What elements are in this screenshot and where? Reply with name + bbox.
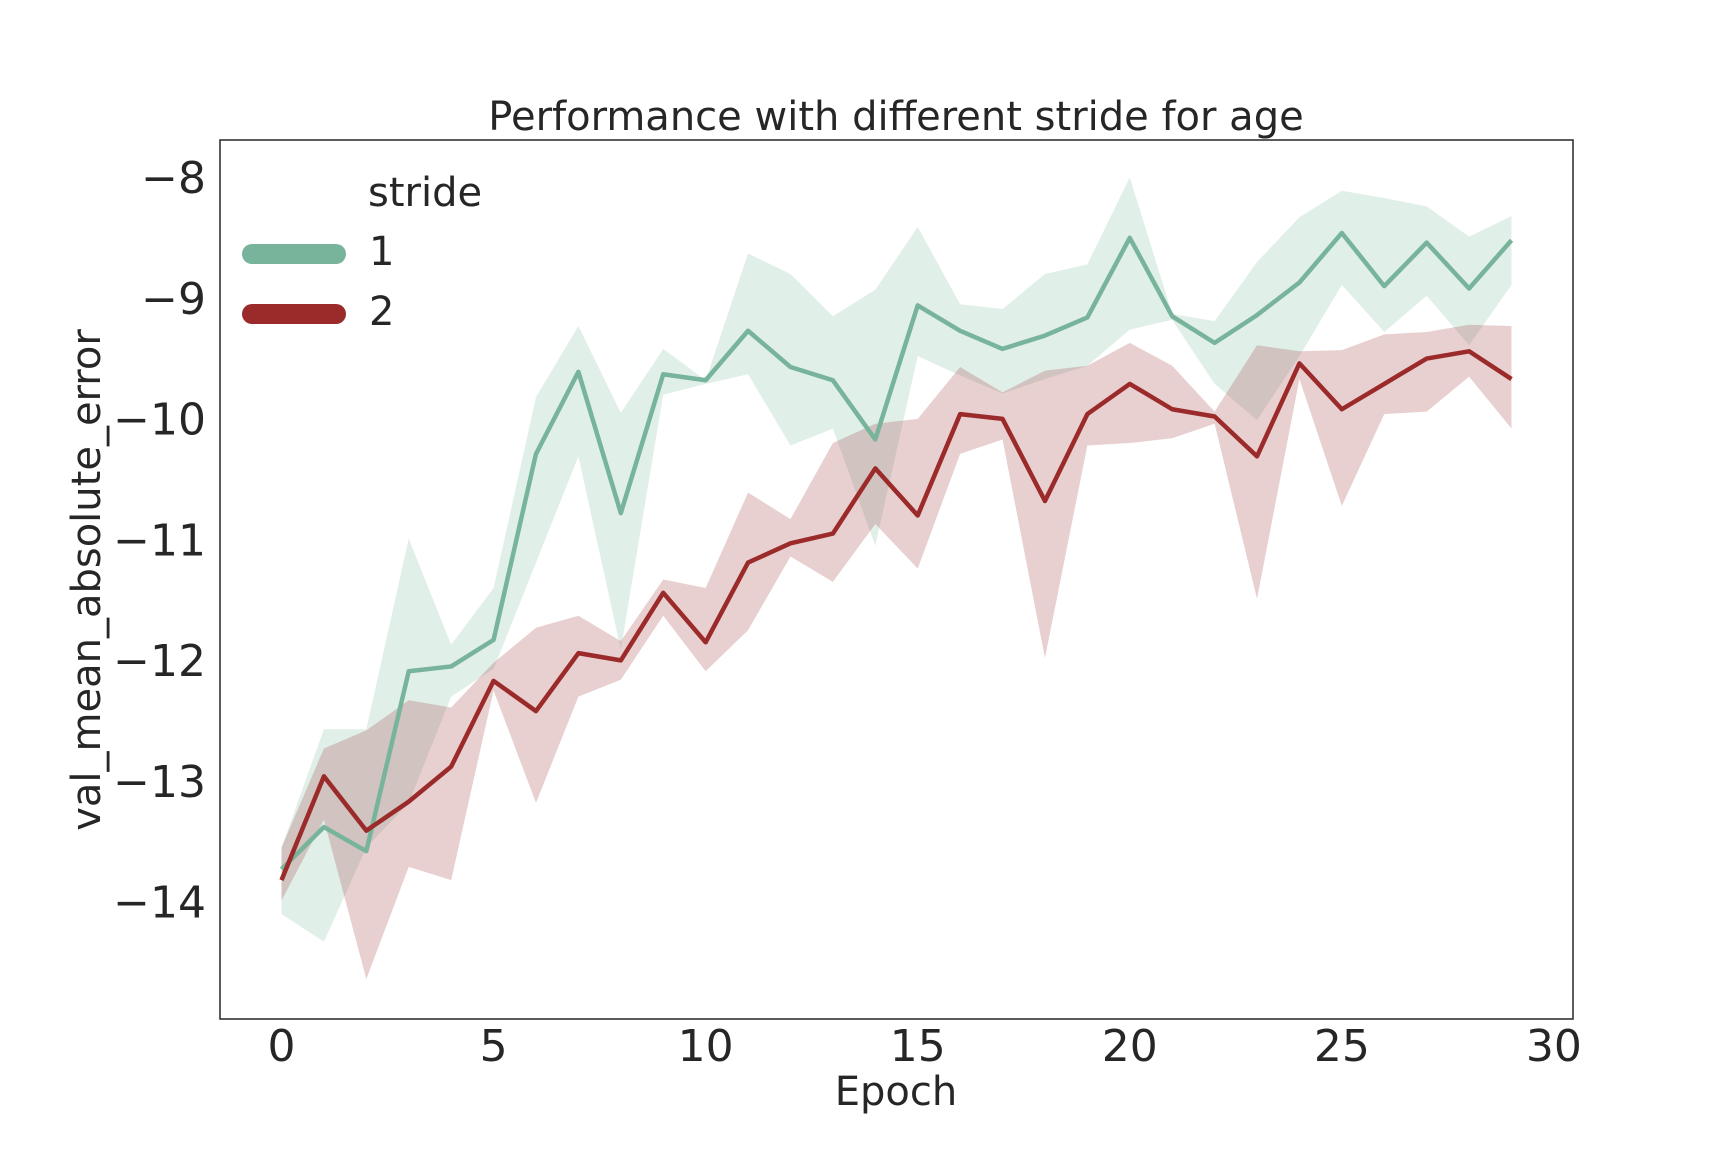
x-tick-label: 0 xyxy=(268,1021,296,1072)
y-tick-label: −12 xyxy=(113,636,206,687)
y-tick-label: −13 xyxy=(113,757,206,808)
confidence-band xyxy=(281,177,1512,942)
y-tick-label: −8 xyxy=(141,153,206,204)
series-line xyxy=(279,230,1514,871)
y-tick-label: −10 xyxy=(113,395,206,446)
plot-area xyxy=(279,177,1514,980)
x-tick-label: 15 xyxy=(890,1021,946,1072)
chart-title: Performance with different stride for ag… xyxy=(488,94,1303,140)
x-tick-label: 5 xyxy=(480,1021,508,1072)
x-tick-label: 20 xyxy=(1102,1021,1158,1072)
x-tick-label: 10 xyxy=(678,1021,734,1072)
x-axis-label: Epoch xyxy=(835,1069,957,1115)
y-axis-label: val_mean_absolute_error xyxy=(64,329,110,831)
legend-label: 2 xyxy=(369,289,394,335)
confidence-band xyxy=(281,324,1512,980)
y-tick-label: −14 xyxy=(113,878,206,929)
legend-title: stride xyxy=(368,170,482,216)
legend-label: 1 xyxy=(369,229,394,275)
series-line xyxy=(279,349,1513,881)
y-tick-label: −11 xyxy=(113,515,206,566)
y-tick-label: −9 xyxy=(141,274,206,325)
x-tick-label: 30 xyxy=(1526,1021,1582,1072)
x-tick-label: 25 xyxy=(1314,1021,1370,1072)
axes-frame xyxy=(219,139,1574,1020)
